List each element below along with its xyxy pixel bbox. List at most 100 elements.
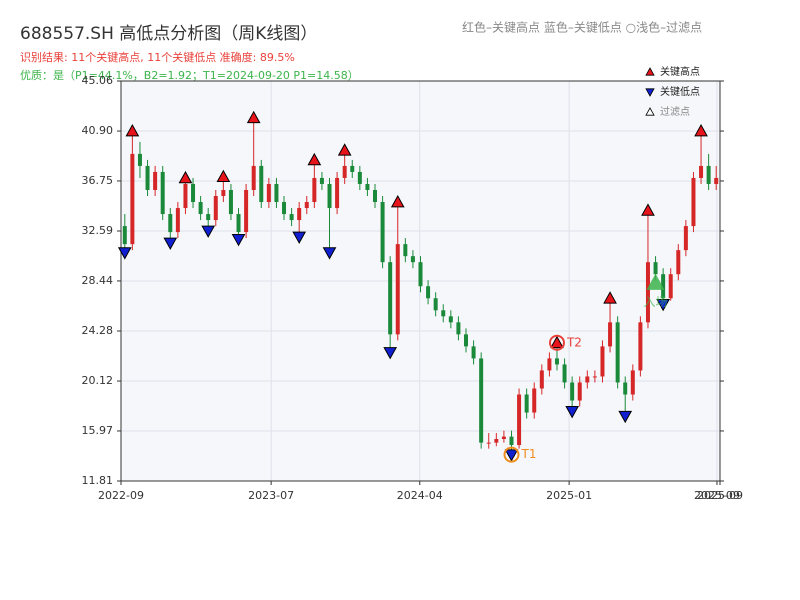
key-low-marker [504,449,519,462]
candle-body [228,189,233,215]
candle-body [448,316,453,323]
key-high-marker [390,194,405,208]
candle-body [456,322,461,335]
candle-body [373,189,378,203]
key-low-marker [656,298,670,312]
key-high-marker [216,169,231,183]
candle-body [297,208,302,221]
candle-body [691,177,696,227]
key-low-marker [322,247,337,260]
legend-label: 过滤点 [660,105,690,118]
y-tick-label: 32.59 [82,224,114,237]
candle-body [130,153,135,245]
y-tick-label: 15.97 [82,424,114,437]
key-low-marker [163,237,178,250]
key-low-marker [117,247,132,260]
candle-body [304,202,309,209]
candle-body [577,382,582,401]
candle-body [198,202,203,215]
candle-body [403,244,408,257]
candle-body [615,322,620,383]
candle-body [585,376,590,383]
candle-body [145,165,150,190]
candle-body [562,364,567,383]
candle-body [183,183,188,209]
candle-body [554,358,559,365]
candle-body [266,183,271,203]
candle-body [191,183,196,203]
candle-body [350,165,355,172]
candle-body [501,436,506,440]
candle-body [244,189,249,233]
candle-body [168,214,173,233]
key-low-marker [383,347,398,360]
candle-body [532,388,537,413]
candle-body [221,189,226,197]
candle-body [312,177,317,203]
key-low-marker [201,225,216,238]
candle-body [274,183,279,203]
candle-body [653,262,658,275]
candle-body [206,214,211,221]
candle-body [570,382,575,401]
key-high-marker [641,203,655,216]
candle-body [380,202,385,263]
candle-body [524,394,529,413]
candle-body [357,171,362,184]
plot-frame [120,80,721,482]
candle-body [608,322,613,347]
candle-body [683,226,688,251]
candle-body [699,165,704,178]
annotation-circle [548,334,565,351]
key-high-marker [125,124,140,137]
candle-body [259,165,264,203]
candle-body [661,274,666,299]
x-tick-label: 2023-07 [248,489,294,502]
candle-body [714,177,719,184]
key-low-marker [292,231,307,244]
x-tick-label: 2025-09 [697,489,743,502]
candle-body [289,214,294,221]
key-high-marker [603,291,617,304]
y-tick-label: 24.28 [82,324,114,337]
candle-body [327,183,332,209]
x-tick-label: 2024-04 [397,489,443,502]
x-tick-label: 2025-01 [546,489,592,502]
candle-body [342,165,347,178]
legend-marker [645,88,655,97]
candle-body [282,202,287,215]
legend-label: 关键低点 [660,85,700,98]
legend-label: 关键高点 [660,65,700,78]
candle-body [153,171,158,190]
candle-body [517,394,522,446]
annotation-label: T2 [566,335,582,349]
x-tick-label: 2022-09 [98,489,144,502]
y-tick-label: 45.06 [82,74,114,87]
candle-body [319,177,324,184]
y-tick-label: 36.75 [82,174,114,187]
key-high-marker [178,170,193,184]
candle-body [410,256,415,263]
candle-body [600,346,605,377]
key-high-marker [694,124,708,137]
candle-body [388,262,393,335]
candle-body [509,436,514,446]
subtitle: 识别结果: 11个关键高点, 11个关键低点 准确度: 89.5% [20,50,295,64]
chart-title: 688557.SH 高低点分析图（周K线图） [20,24,317,44]
legend-marker [645,107,655,116]
candle-body [630,370,635,395]
candle-body [441,310,446,317]
key-low-marker [618,410,633,424]
candle-body [645,262,650,323]
candle-body [160,171,165,215]
header-legend: 红色–关键高点 蓝色–关键低点 ○浅色–过滤点 [462,20,702,35]
key-low-marker [231,234,246,247]
candle-body [471,346,476,359]
candle-body [418,262,423,287]
key-high-marker [246,110,261,124]
key-high-marker [550,335,564,349]
candle-body [213,196,218,221]
candle-body [539,370,544,389]
candle-body [706,165,711,184]
